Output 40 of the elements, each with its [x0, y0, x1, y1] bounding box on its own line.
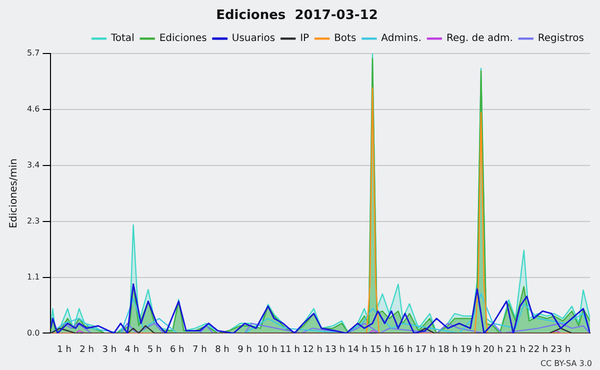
legend-label: Reg. de adm.: [446, 33, 513, 44]
x-tick-label: 11 h: [280, 344, 300, 355]
x-tick-label: 21 h: [506, 344, 526, 355]
x-tick-label: 14 h: [348, 344, 368, 355]
x-tick-label: 2 h: [80, 344, 94, 355]
x-tick-label: 7 h: [192, 344, 207, 355]
y-tick-label: 2.3: [26, 216, 40, 226]
x-tick-label: 23 h: [550, 344, 571, 355]
legend-label: IP: [300, 33, 310, 44]
legend-label: Bots: [334, 33, 356, 44]
legend-label: Registros: [538, 33, 584, 44]
y-tick-label: 3.4: [26, 160, 40, 170]
x-tick-label: 8 h: [215, 344, 230, 355]
legend-label: Total: [110, 33, 134, 44]
chart-title: Ediciones 2017-03-12: [216, 8, 378, 24]
y-tick-label: 0.0: [26, 328, 40, 338]
x-tick-label: 10 h: [257, 344, 278, 355]
x-tick-label: 20 h: [482, 344, 503, 355]
y-tick-label: 5.7: [26, 48, 40, 58]
x-tick-label: 19 h: [460, 344, 480, 355]
x-tick-label: 1 h: [57, 344, 72, 355]
x-tick-label: 16 h: [392, 344, 413, 355]
x-tick-label: 9 h: [238, 344, 252, 355]
x-tick-label: 22 h: [528, 344, 548, 355]
x-tick-label: 4 h: [124, 344, 140, 355]
legend-label: Admins.: [381, 33, 422, 44]
text: CC BY-SA 3.0: [540, 359, 592, 368]
y-tick-label: 4.6: [26, 104, 40, 114]
x-tick-label: 12 h: [302, 344, 322, 355]
x-tick-label: 15 h: [370, 344, 390, 355]
x-tick-label: 18 h: [438, 344, 458, 355]
x-tick-label: 17 h: [415, 344, 436, 355]
legend-label: Ediciones: [159, 33, 207, 44]
x-tick-label: 3 h: [102, 344, 117, 355]
x-tick-label: 5 h: [147, 344, 162, 355]
legend-label: Usuarios: [232, 33, 276, 44]
x-tick-label: 6 h: [170, 344, 184, 355]
y-tick-label: 1.1: [26, 272, 40, 282]
y-axis-title: Ediciones/min: [8, 158, 20, 228]
x-tick-label: 13 h: [325, 344, 346, 355]
